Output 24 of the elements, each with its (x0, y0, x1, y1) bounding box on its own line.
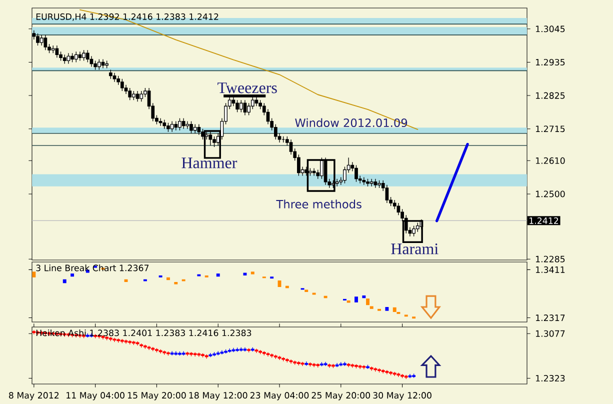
x-tick-label: 25 May 20:00 (312, 392, 370, 400)
y-tick-label: 1.2500 (536, 190, 565, 198)
x-tick-label: 23 May 04:00 (250, 392, 309, 400)
annotation: Harami (391, 244, 438, 254)
y-tick-label: 1.2825 (536, 92, 565, 99)
ref-line-label: 1.2412 (530, 217, 558, 224)
x-tick-label: 8 May 2012 (9, 392, 59, 400)
annotation: Tweezers (218, 82, 277, 94)
x-tick-label: 15 May 20:00 (128, 392, 186, 400)
chart-title: 3 Line Break Chart 1.2367 (36, 264, 149, 272)
annotation: Three methods (276, 200, 362, 208)
y-tick-label: 1.2317 (536, 314, 565, 322)
y-tick-label: 1.3411 (536, 266, 565, 273)
y-tick-label: 1.2610 (536, 157, 565, 164)
y-tick-label: 1.2715 (536, 126, 565, 132)
y-tick-label: 1.2323 (536, 374, 565, 382)
y-tick-label: 1.3077 (536, 330, 565, 337)
x-tick-label: 30 May 12:00 (373, 392, 432, 400)
y-tick-label: 1.2935 (536, 58, 565, 66)
x-tick-label: 18 May 12:00 (189, 392, 248, 400)
x-tick-label: 11 May 04:00 (66, 392, 124, 400)
annotation: Hammer (182, 158, 238, 168)
y-tick-label: 1.2285 (536, 256, 565, 262)
y-tick-label: 1.3045 (536, 26, 565, 32)
